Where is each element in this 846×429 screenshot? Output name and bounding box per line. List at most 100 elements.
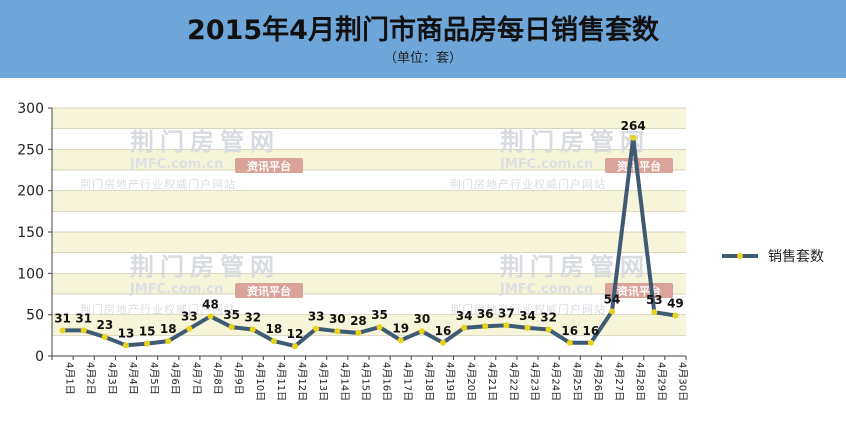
data-point (207, 313, 214, 320)
watermark-logo: 荆门房管网 (500, 253, 650, 281)
data-label: 30 (329, 312, 346, 326)
y-tick-label: 50 (26, 308, 44, 324)
data-point (609, 308, 616, 315)
data-point (461, 324, 468, 331)
watermark-logo: 荆门房管网 (130, 128, 280, 156)
data-label: 18 (266, 322, 283, 336)
data-label: 12 (287, 327, 304, 341)
watermark-logo: 荆门房管网 (130, 253, 280, 281)
x-tick-label: 4月20日 (465, 362, 477, 401)
data-point (228, 324, 235, 331)
y-tick-label: 150 (17, 225, 44, 241)
data-point (80, 327, 87, 334)
data-label: 35 (223, 308, 240, 322)
plot-band (52, 170, 686, 191)
data-point (334, 328, 341, 335)
watermark-tag-box (605, 283, 673, 298)
x-tick-label: 4月9日 (233, 362, 245, 395)
data-label: 31 (75, 311, 92, 325)
watermark-site: JMFC.com.cn (499, 157, 593, 172)
x-tick-label: 4月7日 (190, 362, 202, 395)
watermark-slogan: 荆门房地产行业权威门户网站 (80, 302, 236, 316)
data-label: 37 (498, 306, 515, 320)
x-tick-label: 4月30日 (676, 362, 688, 401)
x-tick-label: 4月29日 (655, 362, 667, 401)
data-label: 54 (604, 292, 621, 306)
data-label: 32 (540, 311, 557, 325)
watermark-slogan: 荆门房地产行业权威门户网站 (80, 177, 236, 191)
data-point (313, 325, 320, 332)
data-point (524, 324, 531, 331)
watermark-tag-box (605, 158, 673, 173)
data-point (418, 328, 425, 335)
data-label: 13 (118, 326, 135, 340)
x-tick-label: 4月19日 (444, 362, 456, 401)
x-tick-label: 4月12日 (296, 362, 308, 401)
plot-band (52, 128, 686, 150)
data-point (376, 324, 383, 331)
plot-band (52, 108, 686, 129)
x-tick-label: 4月27日 (613, 362, 625, 401)
watermark-tag-box (235, 283, 303, 298)
x-tick-label: 4月6日 (169, 362, 181, 395)
chart-title: 2015年4月荆门市商品房每日销售套数 (187, 15, 659, 46)
data-point (101, 333, 108, 340)
data-label: 33 (308, 310, 325, 324)
plot-band (52, 232, 686, 253)
x-tick-label: 4月14日 (338, 362, 350, 401)
watermark-site: JMFC.com.cn (129, 157, 223, 172)
legend-marker (737, 253, 743, 259)
plot-band (52, 190, 686, 212)
data-label: 34 (456, 309, 473, 323)
x-tick-label: 4月15日 (359, 362, 371, 401)
data-point (545, 326, 552, 333)
x-tick-label: 4月25日 (571, 362, 583, 401)
data-label: 16 (435, 324, 452, 338)
data-point (355, 329, 362, 336)
data-label: 28 (350, 314, 367, 328)
plot-band (52, 149, 686, 170)
x-tick-label: 4月23日 (529, 362, 541, 401)
x-tick-label: 4月21日 (486, 362, 498, 401)
y-tick-label: 100 (17, 266, 44, 282)
data-point (672, 312, 679, 319)
data-point (482, 323, 489, 330)
data-point (270, 338, 277, 345)
x-tick-label: 4月24日 (550, 362, 562, 401)
watermark-site: JMFC.com.cn (129, 282, 223, 297)
watermark-tag: 资讯平台 (247, 284, 291, 298)
y-tick-label: 0 (35, 349, 44, 365)
data-label: 16 (561, 324, 578, 338)
title-banner (0, 0, 846, 78)
data-label: 35 (371, 308, 388, 322)
data-point (587, 339, 594, 346)
data-point (439, 339, 446, 346)
watermark-site: JMFC.com.cn (499, 282, 593, 297)
watermark-slogan: 荆门房地产行业权威门户网站 (450, 177, 606, 191)
data-label: 23 (96, 318, 113, 332)
plot-band (52, 273, 686, 294)
y-tick-label: 300 (17, 101, 44, 117)
x-tick-label: 4月22日 (507, 362, 519, 401)
x-tick-label: 4月18日 (423, 362, 435, 401)
x-tick-label: 4月4日 (127, 362, 139, 395)
x-tick-label: 4月10日 (254, 362, 266, 401)
series-line (62, 135, 676, 349)
data-label: 30 (413, 312, 430, 326)
data-point (144, 340, 151, 347)
data-point (651, 309, 658, 316)
data-label: 16 (583, 324, 600, 338)
y-tick-label: 200 (17, 184, 44, 200)
data-label: 33 (181, 310, 198, 324)
x-tick-label: 4月2日 (85, 362, 97, 395)
data-point (503, 322, 510, 329)
data-label: 31 (54, 311, 71, 325)
x-tick-label: 4月17日 (402, 362, 414, 401)
data-label: 36 (477, 307, 494, 321)
data-label: 34 (519, 309, 536, 323)
x-tick-label: 4月1日 (64, 362, 76, 395)
data-label: 32 (244, 311, 261, 325)
data-point (122, 342, 129, 349)
data-point (249, 326, 256, 333)
